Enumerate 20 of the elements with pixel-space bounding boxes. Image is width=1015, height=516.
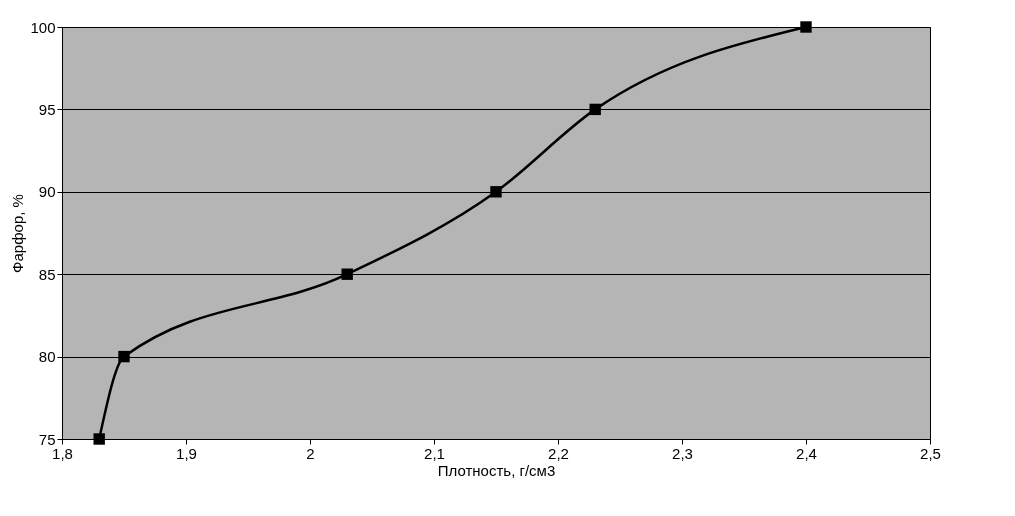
x-tick-label: 2,4 (796, 444, 817, 462)
point (341, 268, 353, 280)
point (800, 21, 812, 33)
x-tick-label: 1,9 (176, 444, 197, 462)
x-tick-label: 2,2 (548, 444, 569, 462)
x-tick-label: 2,1 (424, 444, 445, 462)
y-tick-label: 90 (38, 183, 56, 201)
x-tick-label: 2 (306, 444, 315, 462)
x-tick-label: 2,3 (672, 444, 693, 462)
y-axis-title: Фарфор, % (9, 194, 27, 273)
y-tick-label: 80 (38, 348, 56, 366)
y-tick-label: 100 (30, 18, 56, 36)
x-tick-label: 2,5 (920, 444, 941, 462)
point (490, 186, 502, 198)
point (118, 350, 130, 363)
point (589, 103, 601, 116)
y-tick-label: 95 (38, 100, 56, 118)
point (93, 433, 105, 445)
x-axis-title: Плотность, г/см3 (437, 461, 556, 479)
y-tick-label: 85 (38, 265, 56, 283)
